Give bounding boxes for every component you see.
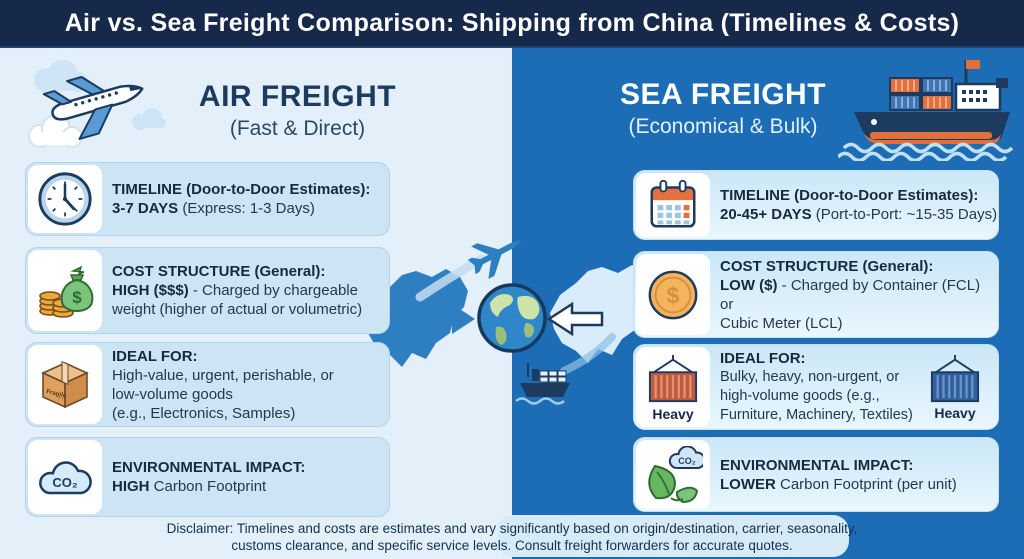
china-map-left bbox=[364, 269, 468, 367]
card-title: COST STRUCTURE (General): bbox=[720, 257, 934, 275]
container-label: Heavy bbox=[934, 405, 976, 421]
sea-subheading: (Economical & Bulk) bbox=[628, 115, 818, 138]
cargo-ship-route-icon bbox=[515, 363, 570, 405]
disclaimer-background bbox=[497, 515, 849, 557]
container-label: Heavy bbox=[652, 405, 694, 422]
svg-text:CO₂: CO₂ bbox=[52, 475, 78, 490]
air-ideal-card: Fragile ↑↑ IDEAL FOR: High-value, urgent… bbox=[25, 342, 390, 427]
title-bar: Air vs. Sea Freight Comparison: Shipping… bbox=[0, 0, 1024, 48]
svg-text:CO₂: CO₂ bbox=[678, 456, 696, 466]
box-icon: Fragile ↑↑ bbox=[28, 345, 102, 424]
card-body: HIGH ($$$) - Charged by chargeable weigh… bbox=[112, 282, 363, 318]
disclaimer-line-2: customs clearance, and specific service … bbox=[231, 538, 793, 553]
svg-text:$: $ bbox=[667, 282, 680, 308]
card-title: COST STRUCTURE (General): bbox=[112, 263, 326, 280]
disclaimer-line-1: Disclaimer: Timelines and costs are esti… bbox=[166, 521, 858, 536]
air-subheading: (Fast & Direct) bbox=[229, 117, 366, 140]
sea-route-trail bbox=[560, 333, 616, 375]
card-title: TIMELINE (Door-to-Door Estimates): bbox=[112, 181, 371, 198]
sea-environment-card: CO₂ ENVIRONMENTAL IMPACT: LOWER Carbon F… bbox=[633, 437, 999, 512]
card-body: LOWER Carbon Footprint (per unit) bbox=[720, 475, 957, 493]
card-body: HIGH Carbon Footprint bbox=[112, 478, 267, 495]
svg-text:↑↑: ↑↑ bbox=[57, 395, 65, 403]
card-title: ENVIRONMENTAL IMPACT: bbox=[720, 456, 914, 474]
cloud-icon bbox=[28, 114, 83, 148]
card-body: High-value, urgent, perishable, or low-v… bbox=[112, 366, 334, 422]
card-body: 3-7 DAYS (Express: 1-3 Days) bbox=[112, 200, 315, 217]
disclaimer: Disclaimer: Timelines and costs are esti… bbox=[80, 520, 944, 554]
svg-text:Fragile: Fragile bbox=[46, 388, 68, 400]
air-header: AIR FREIGHT (Fast & Direct) bbox=[175, 80, 420, 141]
sea-header: SEA FREIGHT (Economical & Bulk) bbox=[592, 78, 854, 139]
air-timeline-card: TIMELINE (Door-to-Door Estimates): 3-7 D… bbox=[25, 162, 390, 236]
sea-cost-card: $ COST STRUCTURE (General): LOW ($) - Ch… bbox=[633, 251, 999, 338]
air-environment-card: CO₂ ENVIRONMENTAL IMPACT: HIGH Carbon Fo… bbox=[25, 437, 390, 517]
coin-icon: $ bbox=[636, 254, 710, 335]
arrow-left-icon bbox=[546, 301, 604, 337]
clock-icon bbox=[28, 165, 102, 233]
container-red-icon: Heavy bbox=[636, 347, 710, 427]
money-bag-icon: $ bbox=[28, 250, 102, 331]
world-route-graphic bbox=[364, 240, 654, 405]
card-body: 20-45+ DAYS (Port-to-Port: ~15-35 Days) bbox=[720, 206, 998, 223]
container-blue-icon: Heavy bbox=[918, 353, 992, 421]
leaf-co2-icon: CO₂ bbox=[636, 440, 710, 509]
plane-route-icon bbox=[467, 240, 523, 279]
calendar-icon bbox=[636, 173, 710, 237]
card-title: TIMELINE (Door-to-Door Estimates): bbox=[720, 187, 979, 204]
card-title: IDEAL FOR: bbox=[112, 347, 198, 365]
card-body: LOW ($) - Charged by Container (FCL) or … bbox=[720, 276, 981, 332]
airplane-illustration bbox=[28, 60, 166, 148]
airplane-icon bbox=[42, 76, 144, 140]
svg-text:$: $ bbox=[72, 288, 82, 307]
arrow-right-icon bbox=[422, 304, 475, 334]
card-title: ENVIRONMENTAL IMPACT: bbox=[112, 459, 306, 476]
container-ship-icon bbox=[838, 60, 1014, 161]
sea-heading: SEA FREIGHT bbox=[619, 78, 827, 111]
air-heading: AIR FREIGHT bbox=[198, 80, 397, 113]
globe-icon bbox=[477, 283, 547, 353]
card-title: IDEAL FOR: bbox=[720, 350, 806, 367]
ship-illustration bbox=[838, 60, 1014, 161]
air-cost-card: $ COST STRUCTURE (General): HIGH ($$$) -… bbox=[25, 247, 390, 334]
cloud-icon bbox=[132, 108, 166, 130]
card-body: Bulky, heavy, non-urgent, or high-volume… bbox=[720, 369, 913, 423]
sea-timeline-card: TIMELINE (Door-to-Door Estimates): 20-45… bbox=[633, 170, 999, 240]
co2-cloud-icon: CO₂ bbox=[28, 440, 102, 514]
page-title: Air vs. Sea Freight Comparison: Shipping… bbox=[64, 8, 960, 37]
sea-ideal-card: Heavy IDEAL FOR: Bulky, heavy, non-urgen… bbox=[633, 344, 999, 430]
